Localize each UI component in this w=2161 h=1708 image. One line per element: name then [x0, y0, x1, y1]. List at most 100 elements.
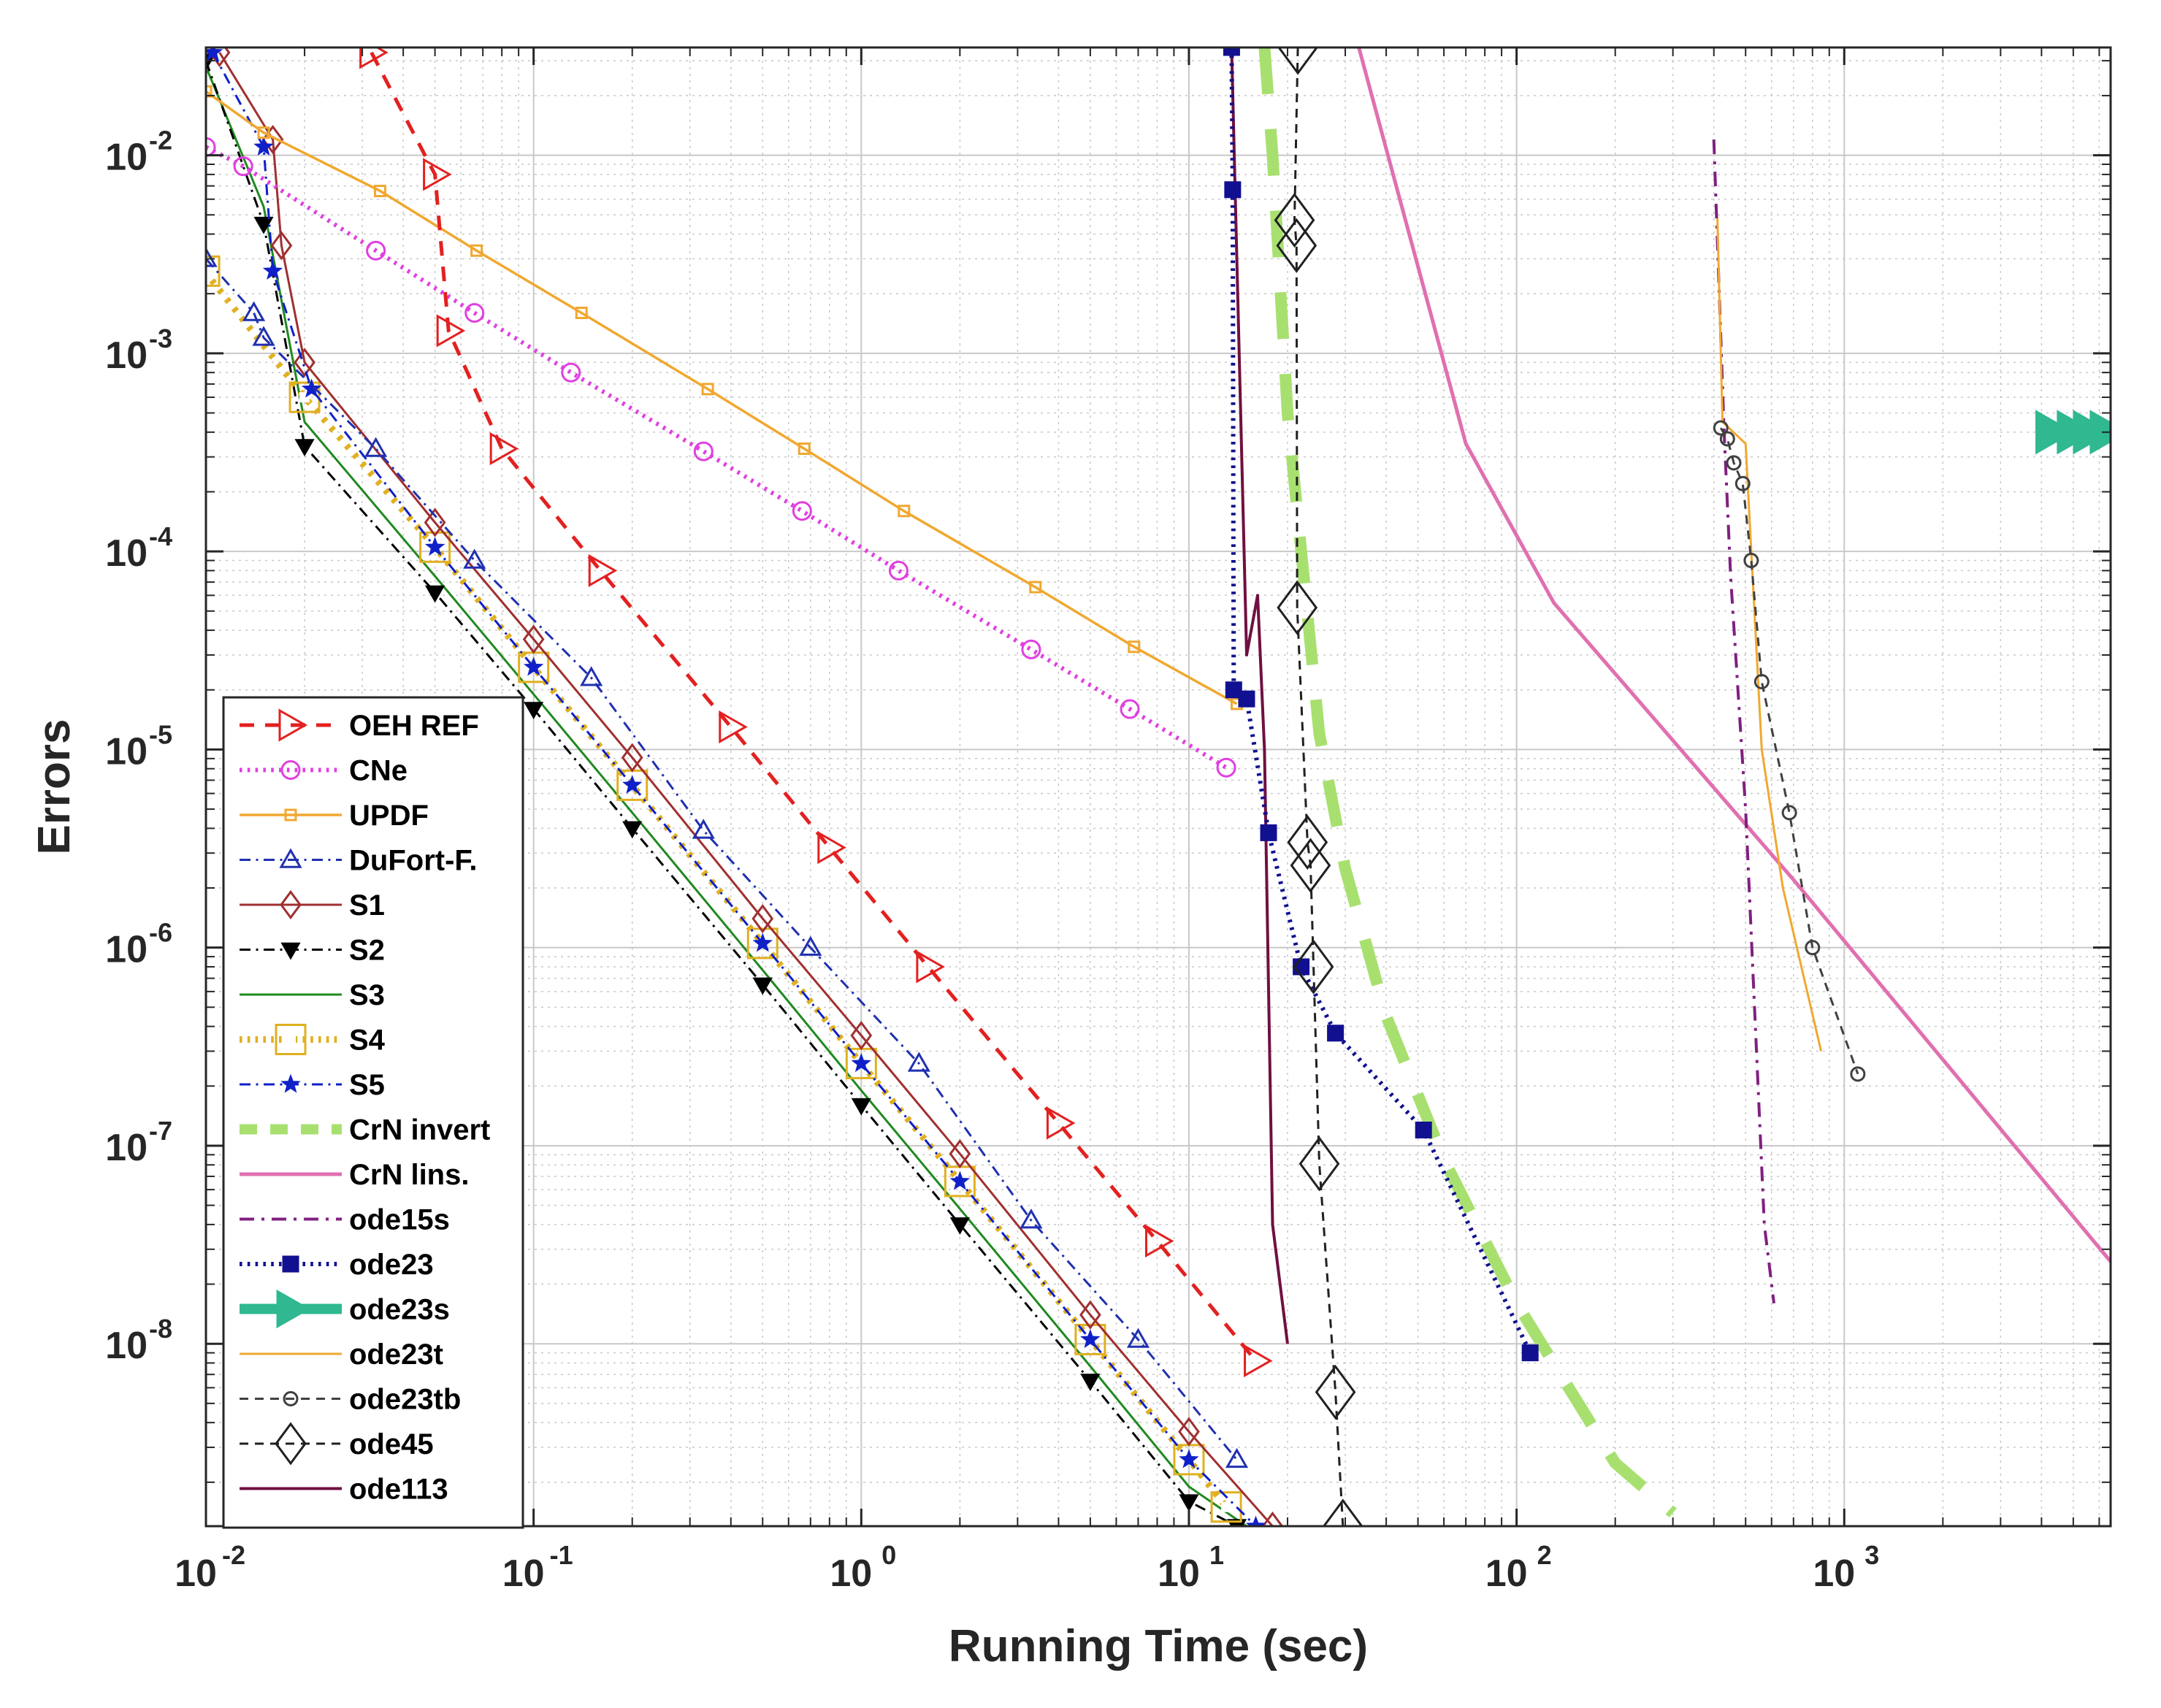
- legend-label-s4: S4: [349, 1025, 386, 1057]
- legend-marker-s5: [280, 1073, 301, 1093]
- legend-entry-ode45: ode45: [240, 1422, 434, 1466]
- series-s2: [206, 53, 1247, 1526]
- x-axis-title: Running Time (sec): [949, 1621, 1368, 1671]
- data-point-s5: [851, 1052, 872, 1073]
- y-tick-label: 10: [105, 334, 148, 377]
- data-point-dufort-f: [252, 326, 275, 346]
- data-point-s1: [850, 1020, 873, 1051]
- x-tick-label: 10: [1485, 1552, 1528, 1595]
- data-point-s2: [425, 585, 445, 603]
- data-point-s4: [1074, 1323, 1106, 1355]
- data-point-ode45: [1322, 1498, 1363, 1526]
- series-ode113: [1230, 47, 1289, 1344]
- data-point-ode45: [1287, 814, 1328, 870]
- legend-marker-s2: [280, 942, 301, 960]
- data-point-s1: [751, 903, 774, 934]
- data-point-updf: [257, 126, 270, 139]
- data-point-ode45: [1293, 939, 1334, 995]
- y-tick-exponent: -6: [149, 918, 172, 948]
- data-point-s2: [253, 216, 274, 234]
- series-s3: [206, 66, 1247, 1526]
- data-point-dufort-f: [692, 819, 715, 839]
- series-line-ode23: [1229, 47, 1532, 1354]
- data-point-ode23tb: [1850, 1066, 1866, 1082]
- data-point-s5: [949, 1171, 971, 1190]
- y-tick-label: 10: [105, 730, 148, 773]
- data-point-oeh-ref: [423, 158, 452, 191]
- legend-entry-oeh-ref: OEH REF: [240, 708, 479, 742]
- x-tick-exponent: 1: [1209, 1540, 1224, 1570]
- data-point-s1: [1178, 1417, 1200, 1447]
- x-tick-label: 10: [1813, 1552, 1855, 1595]
- data-point-updf: [701, 383, 714, 396]
- series-updf: [206, 85, 1244, 711]
- data-point-ode23: [1260, 824, 1277, 841]
- y-tick-exponent: -7: [149, 1116, 172, 1146]
- data-point-ode23: [1415, 1121, 1432, 1138]
- series-oeh-ref: [359, 47, 1273, 1378]
- y-tick-label: 10: [105, 929, 148, 971]
- data-point-s1: [1261, 1511, 1284, 1526]
- series-line-oeh-ref: [370, 51, 1258, 1363]
- series-ode15s: [1712, 139, 1775, 1304]
- series-line-ode113: [1230, 47, 1289, 1344]
- data-point-ode23tb: [1805, 940, 1821, 956]
- legend-entry-s5: S5: [240, 1069, 385, 1101]
- data-point-s5: [1080, 1329, 1101, 1349]
- series-ode23s: [2035, 410, 2111, 455]
- data-point-s1: [270, 231, 293, 261]
- series-cne: [206, 137, 1236, 778]
- series-line-s3: [206, 66, 1247, 1526]
- data-point-oeh-ref: [719, 710, 748, 744]
- data-point-ode23s: [2035, 410, 2075, 455]
- data-point-oeh-ref: [436, 314, 466, 348]
- data-point-dufort-f: [1126, 1328, 1150, 1348]
- legend-marker-inner-s4: [286, 1034, 296, 1045]
- series-ode23: [1223, 47, 1539, 1362]
- data-point-s2: [949, 1217, 970, 1235]
- data-point-inner-s4: [206, 266, 210, 277]
- x-tick-labels: 10 -2 10 -1 10 0 10 1 10 2 10 3: [175, 1540, 1879, 1595]
- x-tick-exponent: 0: [881, 1540, 896, 1570]
- data-point-updf: [898, 505, 911, 518]
- series-line-ode15s: [1712, 139, 1775, 1304]
- legend-label-crn-lins: CrN lins.: [349, 1159, 469, 1191]
- data-point-cne: [1120, 699, 1140, 719]
- data-point-ode45: [1274, 192, 1315, 248]
- series-line-ode23tb: [1719, 427, 1859, 1075]
- data-point-cne: [1021, 639, 1041, 659]
- data-point-s1: [294, 348, 315, 378]
- data-point-dufort-f: [580, 666, 603, 686]
- data-point-s2: [851, 1098, 871, 1116]
- legend-marker-s1: [280, 889, 302, 920]
- legend-entry-s1: S1: [240, 889, 385, 922]
- data-point-ode23tb: [1713, 420, 1729, 436]
- x-tick-label: 10: [502, 1552, 545, 1595]
- data-point-dufort-f: [799, 935, 822, 956]
- data-point-ode23: [1224, 181, 1242, 199]
- data-point-dufort-f: [1225, 1447, 1249, 1468]
- data-point-dufort-f: [206, 247, 218, 267]
- y-tick-label: 10: [105, 1325, 148, 1367]
- data-point-s4: [206, 255, 221, 287]
- legend-label-ode23: ode23: [349, 1249, 434, 1281]
- data-point-s4: [1210, 1491, 1242, 1523]
- legend-label-ode23t: ode23t: [349, 1339, 443, 1371]
- legend-label-cne: CNe: [349, 755, 408, 787]
- series-crn-invert: [1258, 47, 1677, 1517]
- legend-marker-ode23: [282, 1255, 299, 1273]
- data-point-s2: [1179, 1494, 1199, 1512]
- data-point-dufort-f: [907, 1052, 930, 1072]
- data-point-s4: [746, 927, 779, 960]
- x-tick-label: 10: [1158, 1552, 1200, 1595]
- data-point-s5: [262, 260, 283, 280]
- data-point-oeh-ref: [1046, 1106, 1076, 1140]
- data-point-ode23: [1293, 958, 1310, 976]
- data-point-s2: [752, 977, 773, 995]
- legend-marker-s4: [275, 1024, 307, 1055]
- x-tick-exponent: 2: [1537, 1540, 1552, 1570]
- legend-entry-ode113: ode113: [240, 1474, 448, 1506]
- data-point-oeh-ref: [1244, 1344, 1273, 1378]
- x-tick-exponent: 3: [1864, 1540, 1879, 1570]
- legend: OEH REF CNe UPDF DuFort-F. S1 S2 S3 S4 S5 CrN inv…: [222, 696, 524, 1529]
